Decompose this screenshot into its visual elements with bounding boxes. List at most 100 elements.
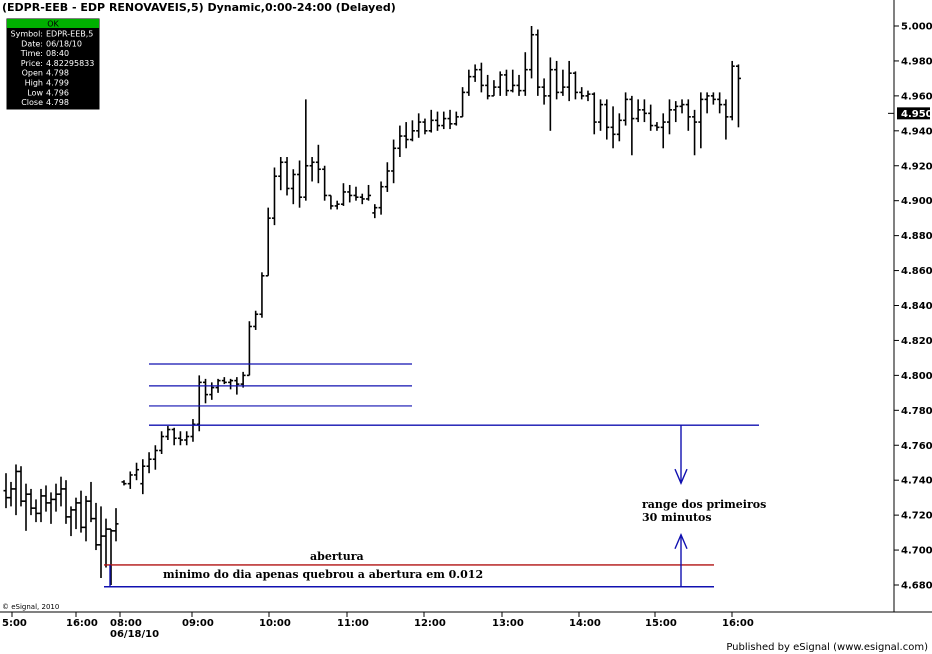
y-tick-label: 4.700 (901, 546, 932, 557)
ohlc-bar (391, 139, 397, 184)
data-window-label: Price: (21, 59, 43, 68)
ohlc-bar (53, 483, 59, 512)
abertura-label: abertura (310, 550, 364, 563)
ohlc-bar (8, 481, 14, 507)
y-tick-label: 4.860 (901, 266, 932, 277)
ohlc-bar (43, 485, 49, 512)
ohlc-bar (121, 480, 127, 486)
ohlc-bar (340, 183, 346, 206)
ohlc-bar (478, 62, 484, 93)
y-tick-label: 5.000 (901, 22, 932, 33)
ohlc-bar (328, 194, 334, 210)
ohlc-bar (246, 321, 252, 377)
ohlc-bar (28, 488, 34, 516)
ohlc-bar (692, 109, 698, 156)
y-tick-label: 4.780 (901, 406, 932, 417)
data-window-value: 08:40 (46, 49, 69, 58)
y-tick-label: 4.760 (901, 441, 932, 452)
data-window-value: 4.82295833 (46, 59, 94, 68)
ohlc-bar (271, 167, 277, 226)
y-tick-label: 4.880 (901, 231, 932, 242)
x-tick-label: 16:00 (722, 618, 754, 629)
ohlc-bar (516, 74, 522, 96)
data-window-value: 06/18/10 (46, 39, 82, 48)
ohlc-bar (397, 125, 403, 158)
data-window-frame (5, 17, 101, 111)
ohlc-bar (409, 120, 415, 142)
chart-title: (EDPR-EEB - EDP RENOVAVEIS,5) Dynamic,0:… (2, 1, 396, 14)
y-tick-label: 4.800 (901, 371, 932, 382)
data-window-label: Symbol: (11, 30, 44, 39)
ohlc-bar (698, 92, 704, 149)
ohlc-bar (98, 506, 104, 579)
ohlc-bar (453, 111, 459, 126)
data-window-label: Close (21, 98, 43, 107)
ohlc-bar (616, 113, 622, 142)
y-tick-label: 4.720 (901, 511, 932, 522)
data-window-value: 4.798 (46, 69, 69, 78)
ohlc-bar (497, 71, 503, 96)
ohlc-bar (704, 92, 710, 114)
ohlc-bar (171, 427, 177, 446)
ohlc-bar (113, 508, 119, 542)
ohlc-bar (685, 99, 691, 131)
ohlc-bar (221, 377, 227, 385)
x-tick-label: 10:00 (259, 618, 291, 629)
ohlc-bar (472, 64, 478, 82)
ohlc-bar (491, 80, 497, 97)
ohlc-bar (3, 473, 9, 509)
data-window-value: 4.799 (46, 79, 69, 88)
ohlc-bar (535, 29, 541, 96)
ohlc-bar (384, 162, 390, 192)
y-tick-label: 4.740 (901, 476, 932, 487)
ohlc-bar (190, 419, 196, 442)
ohlc-bar (485, 74, 491, 100)
x-tick-label: 08:00 (110, 618, 142, 629)
ohlc-bar (284, 157, 290, 196)
y-tick-label: 4.900 (901, 196, 932, 207)
ohlc-bar (73, 497, 79, 530)
ohlc-bar (353, 186, 359, 201)
ohlc-bar (654, 122, 660, 131)
ohlc-bar (529, 26, 535, 79)
x-tick-label: 15:00 (645, 618, 677, 629)
ohlc-bar (93, 502, 99, 551)
ohlc-bar (541, 78, 547, 105)
ohlc-bar (63, 480, 69, 524)
ohlc-bar (679, 99, 685, 114)
ohlc-bar (38, 488, 44, 523)
ohlc-bar (58, 476, 64, 507)
ohlc-bar (503, 69, 509, 96)
ohlc-bar (278, 157, 284, 191)
ohlc-bar (203, 378, 209, 404)
ohlc-bar (48, 492, 54, 524)
annotations: abertura minimo do dia apenas quebrou a a… (104, 363, 766, 588)
ohlc-bar (547, 57, 553, 131)
ohlc-bar (290, 169, 296, 205)
ohlc-bar (108, 528, 114, 585)
ohlc-bar (666, 99, 672, 135)
ohlc-bar (13, 464, 19, 516)
ohlc-bar (347, 184, 353, 203)
ohlc-bar (635, 99, 641, 123)
last-price-label: 4.950 (901, 109, 932, 120)
minimo-label: minimo do dia apenas quebrou a abertura … (163, 568, 483, 581)
data-window-label: Date: (21, 39, 43, 48)
ohlc-bar (68, 506, 74, 537)
ohlc-bar (641, 99, 647, 123)
ohlc-bar (159, 431, 165, 454)
data-window-label: Time: (20, 49, 43, 58)
ohlc-bar (403, 122, 409, 149)
ohlc-bar (522, 52, 528, 96)
ohlc-bar (729, 60, 735, 121)
ohlc-bar (422, 118, 428, 135)
ohlc-bar (660, 113, 666, 149)
ohlc-bar (240, 371, 246, 388)
ohlc-bar (416, 113, 422, 138)
ohlc-bar (134, 462, 140, 481)
ohlc-bar (334, 200, 340, 210)
